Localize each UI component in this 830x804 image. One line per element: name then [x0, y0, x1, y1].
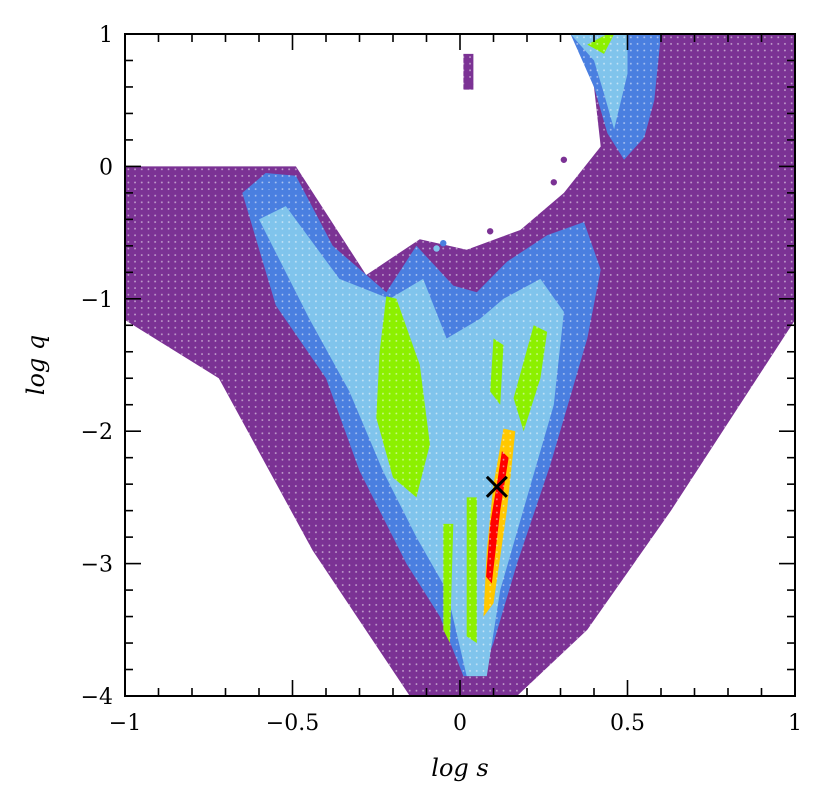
likelihood-regions	[125, 34, 795, 696]
scatter-point	[466, 81, 474, 88]
best-fit-marker-layer	[485, 475, 508, 498]
region-level-4	[587, 34, 615, 54]
scatter-point	[560, 156, 568, 163]
scatter-points	[265, 81, 568, 252]
y-tick-labels: 1 0 −1 −2 −3 −4	[81, 23, 113, 710]
x-tick-labels: −1 −0.5 0 0.5 1	[109, 711, 802, 736]
region-level-1	[463, 53, 474, 90]
axis-ticks	[124, 33, 796, 697]
x-tick-label: −0.5	[266, 711, 319, 736]
scatter-point	[486, 228, 494, 235]
y-axis-label: log q	[22, 335, 50, 395]
region-level-4	[513, 325, 548, 432]
region-level-3	[570, 34, 628, 130]
region-level-4	[376, 296, 430, 498]
scatter-point	[433, 245, 440, 252]
best-fit-marker	[485, 475, 508, 498]
region-level-4	[443, 523, 454, 643]
x-tick-label: 0.5	[610, 711, 645, 736]
x-axis-label: log s	[431, 754, 488, 782]
scatter-point	[265, 183, 273, 190]
x-tick-label: −1	[109, 711, 141, 736]
region-level-4	[490, 338, 504, 405]
region-level-4	[466, 497, 477, 643]
scatter-point	[440, 239, 447, 247]
y-tick-label: −2	[81, 420, 113, 445]
y-tick-label: −4	[81, 685, 113, 710]
y-tick-label: −1	[81, 288, 113, 313]
y-tick-label: 1	[99, 23, 113, 48]
region-level-6	[486, 451, 509, 584]
y-tick-label: −3	[81, 553, 113, 578]
x-tick-label: 0	[453, 711, 467, 736]
scatter-point	[550, 179, 557, 186]
x-tick-label: 1	[788, 711, 802, 736]
y-tick-label: 0	[99, 155, 113, 180]
